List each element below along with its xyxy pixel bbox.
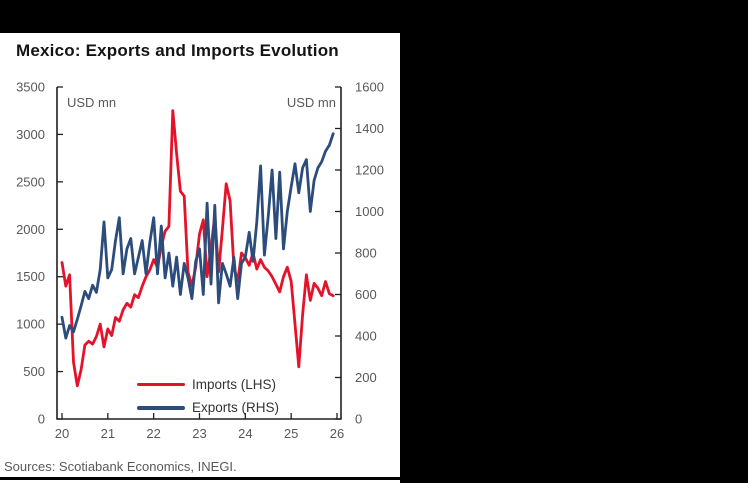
svg-text:600: 600 (355, 287, 377, 302)
svg-text:0: 0 (38, 412, 45, 427)
svg-text:1200: 1200 (355, 163, 384, 178)
svg-text:26: 26 (330, 426, 344, 441)
svg-text:20: 20 (55, 426, 69, 441)
svg-text:1500: 1500 (16, 269, 45, 284)
svg-text:2000: 2000 (16, 222, 45, 237)
svg-text:USD mn: USD mn (67, 95, 116, 110)
svg-text:24: 24 (238, 426, 252, 441)
svg-text:500: 500 (23, 364, 45, 379)
chart-title: Mexico: Exports and Imports Evolution (16, 41, 339, 60)
svg-text:0: 0 (355, 412, 362, 427)
imports-line-swatch-icon (137, 382, 185, 387)
svg-text:3000: 3000 (16, 127, 45, 142)
svg-text:21: 21 (101, 426, 115, 441)
svg-text:1000: 1000 (355, 204, 384, 219)
svg-text:23: 23 (192, 426, 206, 441)
line-chart: 0 500 1000 1500 2000 2500 3000 3500 0 200 400 600 80… (16, 80, 384, 442)
bottom-divider (0, 477, 400, 480)
svg-text:400: 400 (355, 329, 377, 344)
legend-item-imports: Imports (LHS) (137, 373, 279, 396)
legend-label-imports: Imports (LHS) (192, 377, 277, 392)
svg-text:USD mn: USD mn (287, 95, 336, 110)
source-attribution: Sources: Scotiabank Economics, INEGI. (4, 459, 237, 474)
svg-text:22: 22 (146, 426, 160, 441)
chart-legend: Imports (LHS) Exports (RHS) (137, 373, 279, 419)
svg-text:1400: 1400 (355, 121, 384, 136)
svg-text:2500: 2500 (16, 174, 45, 189)
svg-text:800: 800 (355, 246, 377, 261)
exports-line-swatch-icon (137, 405, 185, 410)
svg-text:200: 200 (355, 370, 377, 385)
svg-text:1000: 1000 (16, 317, 45, 332)
legend-item-exports: Exports (RHS) (137, 396, 279, 419)
legend-label-exports: Exports (RHS) (192, 400, 280, 415)
chart-card: Mexico: Exports and Imports Evolution 0 5… (0, 33, 400, 483)
svg-text:1600: 1600 (355, 80, 384, 95)
svg-text:25: 25 (284, 426, 298, 441)
svg-text:3500: 3500 (16, 80, 45, 95)
